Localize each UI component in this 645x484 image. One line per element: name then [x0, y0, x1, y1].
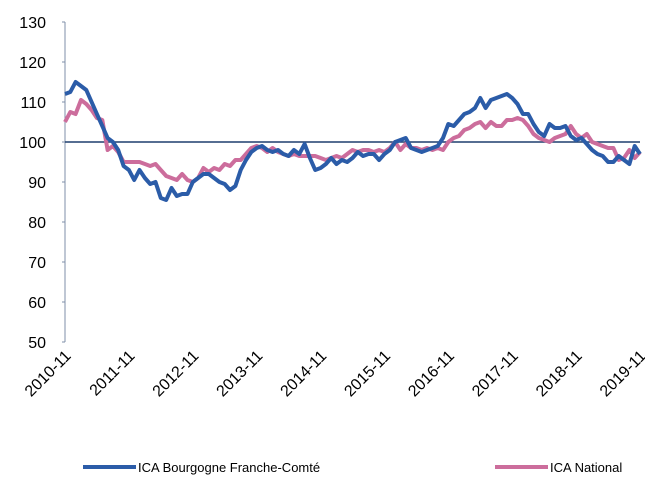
x-tick-label: 2012-11 — [150, 348, 203, 401]
x-tick-label: 2010-11 — [22, 348, 75, 401]
x-tick-label: 2019-11 — [597, 348, 645, 401]
x-tick-label: 2017-11 — [469, 348, 522, 401]
y-tick-label: 80 — [28, 215, 46, 232]
legend-label: ICA Bourgogne Franche-Comté — [138, 460, 320, 475]
y-tick-label: 100 — [19, 135, 46, 152]
y-tick-label: 120 — [19, 55, 46, 72]
y-tick-label: 60 — [28, 295, 46, 312]
series-line — [63, 98, 642, 184]
x-tick-label: 2016-11 — [405, 348, 458, 401]
x-tick-label: 2014-11 — [278, 348, 331, 401]
y-tick-label: 130 — [19, 15, 46, 32]
x-tick-label: 2013-11 — [214, 348, 267, 401]
x-tick-label: 2018-11 — [533, 348, 586, 401]
y-tick-label: 110 — [20, 95, 46, 112]
series-line — [64, 80, 642, 202]
x-tick-label: 2011-11 — [87, 348, 139, 400]
y-tick-label: 50 — [28, 335, 46, 352]
y-tick-label: 70 — [28, 255, 46, 272]
x-tick-label: 2015-11 — [341, 348, 394, 401]
y-tick-label: 90 — [28, 175, 46, 192]
legend-label: ICA National — [550, 460, 622, 475]
